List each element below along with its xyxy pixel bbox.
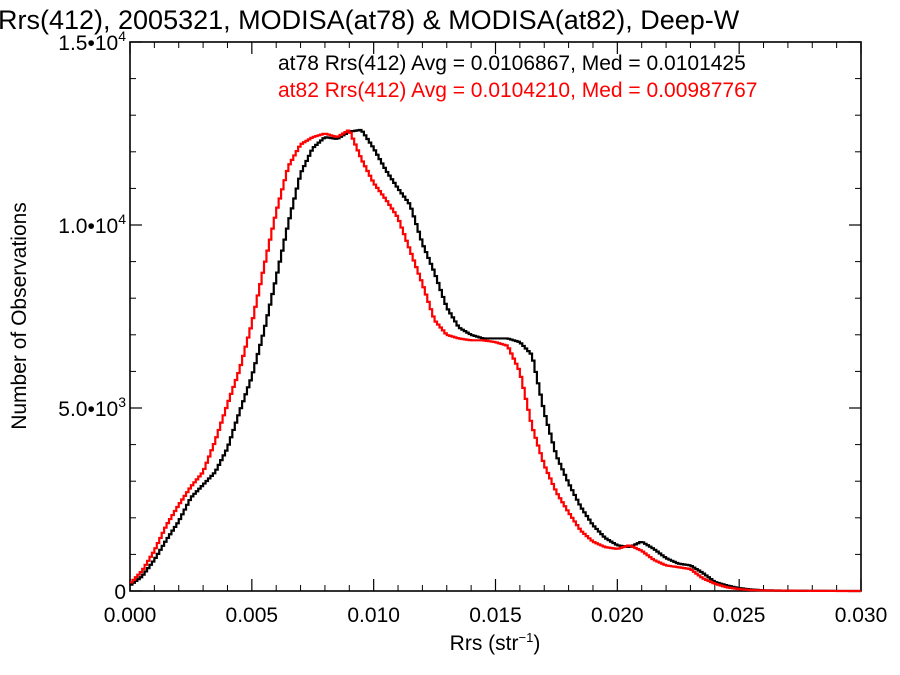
legend-annotation-1: at78 Rrs(412) Avg = 0.0106867, Med = 0.0… <box>278 52 746 75</box>
chart-title: Rrs(412), 2005321, MODISA(at78) & MODISA… <box>0 5 740 35</box>
y-tick-label: 0 <box>114 581 126 604</box>
x-tick-label: 0.010 <box>347 604 400 627</box>
y-tick-label: 5.0•103 <box>58 394 126 421</box>
y-tick-label: 1.5•104 <box>58 28 126 55</box>
x-tick-label: 0.020 <box>591 604 644 627</box>
x-tick-label: 0.025 <box>713 604 766 627</box>
legend-annotation-2: at82 Rrs(412) Avg = 0.0104210, Med = 0.0… <box>278 79 757 102</box>
histogram-series-2 <box>130 129 861 593</box>
x-tick-label: 0.005 <box>226 604 279 627</box>
series-layer <box>130 128 861 593</box>
x-tick-label: 0.015 <box>469 604 522 627</box>
histogram-series-1 <box>130 128 861 593</box>
x-axis-label: Rrs (str−1) <box>450 630 541 655</box>
plot-frame <box>129 41 862 592</box>
y-tick-label: 1.0•104 <box>58 211 126 238</box>
axis-ticks: 0.000 0.005 0.010 0.015 0.020 0.025 0.030 0 5.0•… <box>58 28 887 627</box>
legend-annotations: at78 Rrs(412) Avg = 0.0106867, Med = 0.0… <box>278 52 757 102</box>
x-tick-label: 0.000 <box>104 604 157 627</box>
x-tick-label: 0.030 <box>835 604 888 627</box>
y-axis-label: Number of Observations <box>8 202 31 430</box>
